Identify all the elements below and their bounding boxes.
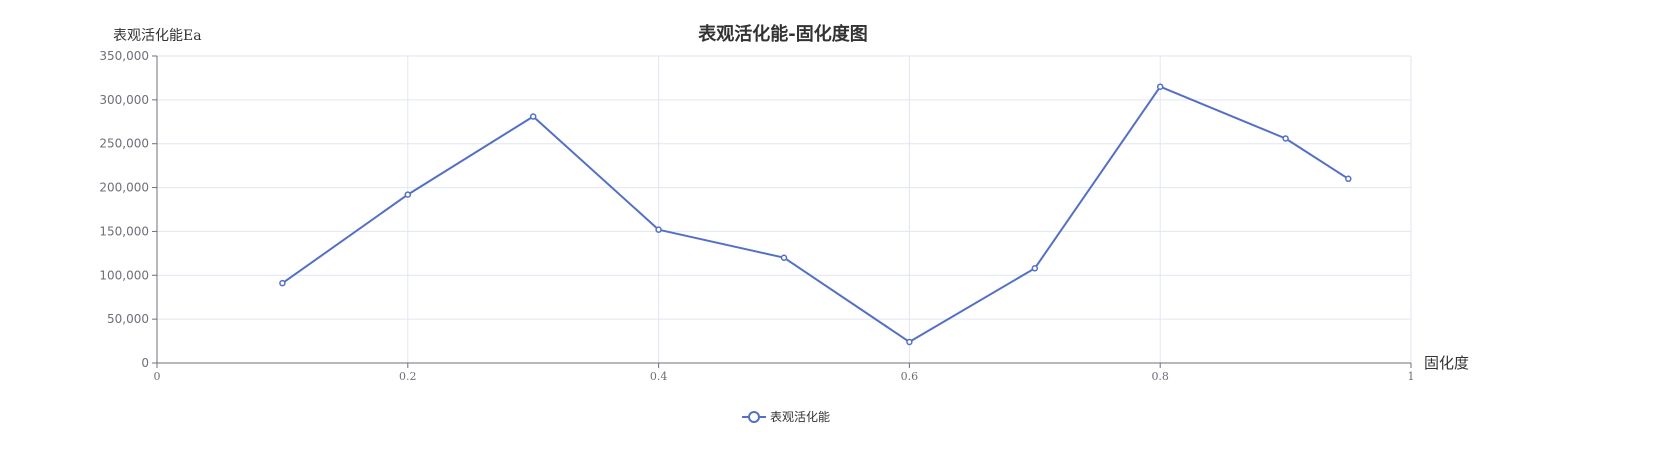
y-tick-label: 250,000 — [99, 137, 149, 151]
x-tick-label: 0.8 — [1151, 370, 1169, 383]
legend-marker-icon — [748, 411, 760, 423]
data-point[interactable] — [279, 279, 286, 287]
data-point[interactable] — [1156, 83, 1164, 90]
x-axis-label: 固化度 — [1424, 354, 1469, 372]
y-tick-label: 50,000 — [107, 312, 149, 326]
data-point[interactable] — [529, 113, 537, 120]
y-tick-label: 0 — [141, 356, 149, 370]
data-point[interactable] — [906, 338, 913, 346]
y-axis-label: 表观活化能Ea — [113, 28, 202, 44]
data-point[interactable] — [1031, 265, 1039, 272]
y-tick-label: 350,000 — [99, 49, 149, 63]
axes: 0 50,000 100,000 150,000 200,000 250,000 300,0… — [99, 49, 1414, 383]
grid — [157, 55, 1412, 363]
y-tick-label: 200,000 — [99, 181, 149, 195]
legend-label: 表观活化能 — [770, 410, 830, 424]
data-point[interactable] — [1345, 175, 1352, 183]
x-tick-label: 0.2 — [399, 370, 417, 383]
x-tick-label: 0 — [154, 370, 161, 383]
chart-title: 表观活化能-固化度图 — [698, 23, 867, 45]
x-tick-label: 0.6 — [901, 370, 919, 383]
data-point[interactable] — [404, 191, 412, 198]
series-group — [279, 83, 1352, 346]
data-point[interactable] — [780, 254, 788, 261]
y-tick-label: 300,000 — [99, 93, 149, 107]
y-tick-label: 150,000 — [99, 224, 149, 238]
legend[interactable]: 表观活化能 — [742, 410, 830, 424]
data-point[interactable] — [1282, 135, 1289, 142]
x-tick-label: 0.4 — [650, 370, 668, 383]
x-tick-label: 1 — [1408, 370, 1415, 383]
y-tick-label: 100,000 — [99, 268, 149, 282]
data-point[interactable] — [655, 226, 662, 233]
series-line — [281, 85, 1349, 343]
